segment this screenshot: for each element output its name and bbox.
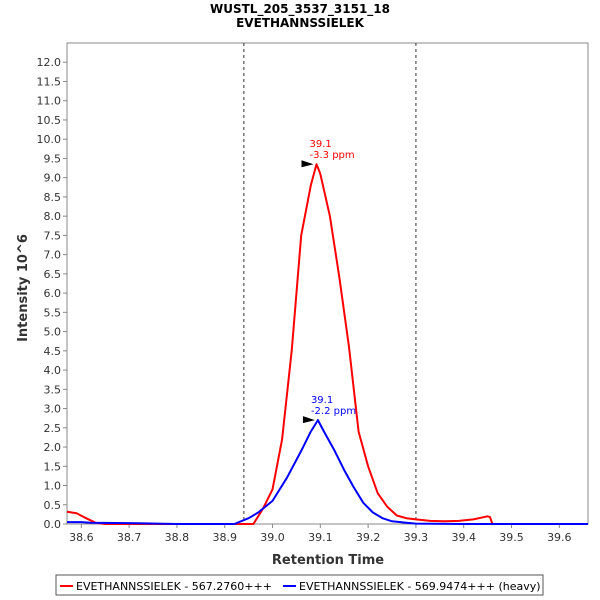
y-tick-label: 4.5 — [44, 345, 62, 358]
x-tick-label: 39.1 — [308, 531, 333, 544]
series-line-1 — [67, 419, 588, 525]
y-tick-label: 7.5 — [44, 229, 62, 242]
y-tick-label: 10.5 — [37, 114, 62, 127]
y-tick-label: 1.0 — [44, 480, 62, 493]
y-tick-label: 10.0 — [37, 133, 62, 146]
chart-title: WUSTL_205_3537_3151_18 — [210, 2, 390, 17]
plot-area — [66, 42, 589, 525]
y-tick-label: 9.5 — [44, 152, 62, 165]
y-tick-label: 0.0 — [44, 518, 62, 531]
x-tick-label: 38.9 — [212, 531, 237, 544]
peak-label-rt: 39.1 — [311, 395, 333, 406]
peak-label-rt: 39.1 — [310, 139, 332, 150]
x-tick-label: 38.8 — [165, 531, 190, 544]
legend-label-light: EVETHANNSSIELEK - 567.2760+++ — [76, 580, 272, 593]
y-tick-label: 7.0 — [44, 249, 62, 262]
y-tick-label: 9.0 — [44, 172, 62, 185]
x-tick-label: 38.6 — [69, 531, 94, 544]
y-tick-label: 3.0 — [44, 403, 62, 416]
x-tick-label: 39.0 — [260, 531, 285, 544]
y-tick-label: 2.5 — [44, 422, 62, 435]
x-tick-label: 39.3 — [404, 531, 429, 544]
y-tick-label: 5.5 — [44, 306, 62, 319]
peak-label-ppm: -3.3 ppm — [310, 150, 355, 161]
y-tick-label: 2.0 — [44, 441, 62, 454]
legend: EVETHANNSSIELEK - 567.2760+++ EVETHANNSS… — [55, 574, 544, 596]
y-tick-label: 11.0 — [37, 95, 62, 108]
y-tick-label: 8.0 — [44, 210, 62, 223]
y-axis-ticks: 0.0 0.5 1.0 1.5 2.0 2.5 3.0 3.5 4.0 4.5 5.0 5.5 6.0 6… — [37, 56, 67, 531]
peak-label-ppm: -2.2 ppm — [311, 406, 356, 417]
chart-subtitle: EVETHANNSSIELEK — [236, 16, 365, 30]
peak-boundaries — [243, 43, 417, 524]
peak-marker-icon — [302, 416, 315, 424]
x-axis-label: Retention Time — [272, 553, 384, 568]
series-layer — [66, 163, 588, 525]
y-tick-label: 8.5 — [44, 191, 62, 204]
y-tick-label: 3.5 — [44, 383, 62, 396]
y-tick-label: 12.0 — [37, 56, 62, 69]
y-tick-label: 5.0 — [44, 326, 62, 339]
y-tick-label: 6.0 — [44, 287, 62, 300]
y-tick-label: 6.5 — [44, 268, 62, 281]
y-tick-label: 1.5 — [44, 460, 62, 473]
peak-marker-icon — [301, 160, 314, 168]
x-axis-ticks: 38.6 38.7 38.8 38.9 39.0 39.1 39.2 39.3 39.4 39.5… — [69, 524, 572, 544]
y-axis-label: Intensity 10^6 — [16, 234, 31, 342]
x-tick-label: 39.5 — [499, 531, 524, 544]
y-tick-label: 0.5 — [44, 499, 62, 512]
x-tick-label: 39.6 — [547, 531, 572, 544]
legend-box — [55, 574, 544, 596]
x-tick-label: 39.2 — [356, 531, 381, 544]
x-tick-label: 38.7 — [117, 531, 142, 544]
y-tick-label: 4.0 — [44, 364, 62, 377]
x-tick-label: 39.4 — [451, 531, 476, 544]
y-tick-label: 11.5 — [37, 75, 62, 88]
legend-label-heavy: EVETHANNSSIELEK - 569.9474+++ (heavy) — [299, 580, 541, 593]
